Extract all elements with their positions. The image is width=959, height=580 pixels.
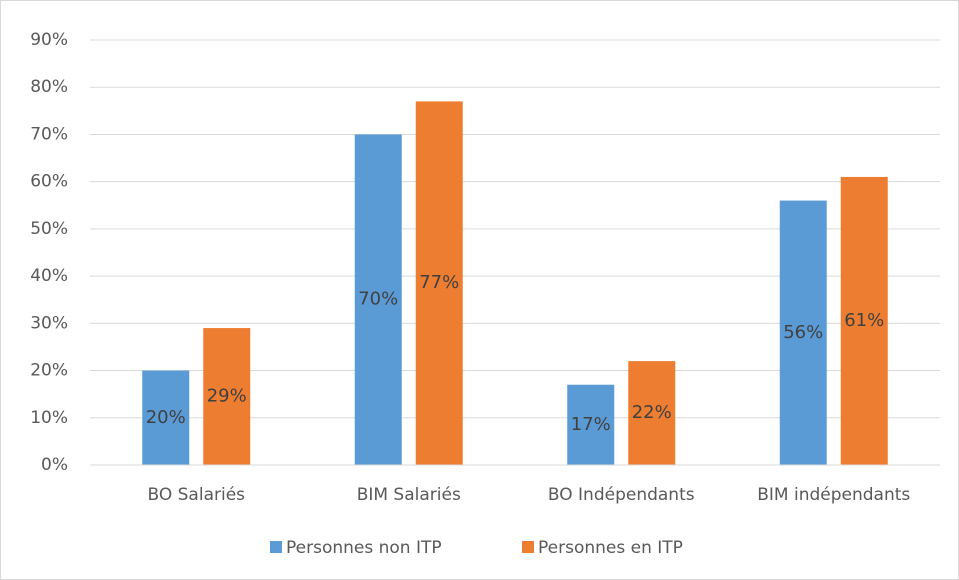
y-tick-label: 20%	[30, 361, 68, 381]
x-tick-label: BIM indépendants	[757, 485, 910, 505]
data-label: 70%	[358, 289, 398, 310]
y-tick-label: 60%	[30, 172, 68, 192]
y-tick-label: 10%	[30, 408, 68, 428]
y-tick-label: 80%	[30, 77, 68, 97]
bar	[203, 328, 251, 465]
bar	[779, 200, 827, 466]
bar	[415, 101, 463, 465]
x-tick-label: BO Indépendants	[548, 485, 695, 505]
data-label: 77%	[419, 272, 459, 293]
data-label: 22%	[632, 402, 672, 423]
bar	[628, 361, 676, 465]
bar	[142, 370, 190, 465]
legend-label: Personnes non ITP	[286, 538, 442, 558]
bar	[840, 176, 888, 465]
legend-swatch	[522, 541, 534, 553]
x-tick-label: BO Salariés	[147, 485, 245, 505]
y-tick-label: 40%	[30, 266, 68, 286]
bar	[354, 134, 402, 465]
data-label: 20%	[146, 407, 186, 428]
data-label: 56%	[783, 322, 823, 343]
x-tick-label: BIM Salariés	[357, 485, 461, 505]
y-tick-label: 30%	[30, 313, 68, 333]
y-tick-label: 90%	[30, 30, 68, 50]
data-label: 61%	[844, 310, 884, 331]
data-label: 29%	[207, 386, 247, 407]
y-tick-label: 0%	[41, 455, 68, 475]
bar	[567, 384, 615, 465]
data-label: 17%	[571, 414, 611, 435]
y-tick-label: 50%	[30, 219, 68, 239]
legend-swatch	[270, 541, 282, 553]
y-tick-label: 70%	[30, 124, 68, 144]
legend-label: Personnes en ITP	[538, 538, 683, 558]
